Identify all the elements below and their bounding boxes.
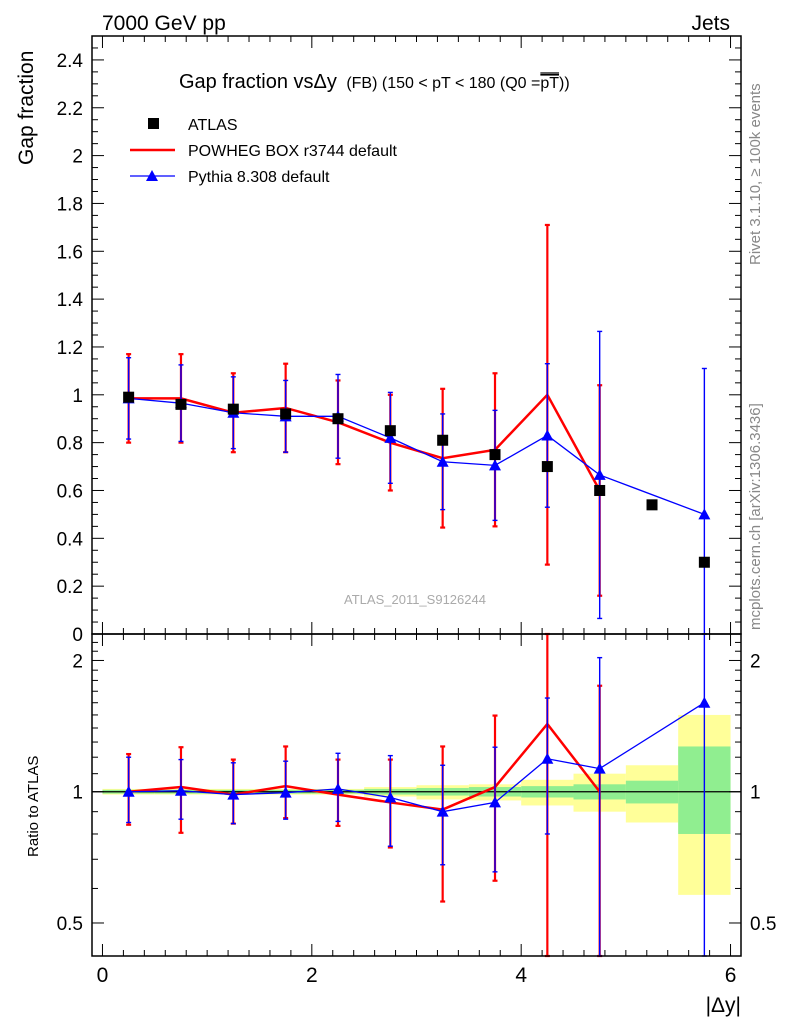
y-tick-label-main: 2 [72,147,83,168]
chart-title: Gap fraction vsΔy (FB) (150 < pT < 180 (… [179,71,570,93]
y-tick-label-main: 0.4 [57,529,84,550]
atlas-point [594,485,605,496]
atlas-point [332,413,343,424]
header-left-label: 7000 GeV pp [102,12,226,35]
x-tick-label: 0 [97,964,109,987]
y-tick-label-ratio-left: 1 [72,783,83,804]
y-tick-label-main: 1.4 [57,290,84,311]
y-tick-label-main: 1.6 [57,242,83,263]
mcplots-label: mcplots.cern.ch [arXiv:1306.3436] [747,403,764,630]
legend-label-powheg: POWHEG BOX r3744 default [188,143,398,160]
atlas-point [437,435,448,446]
y-tick-label-ratio-right: 2 [750,651,761,672]
atlas-point [175,399,186,410]
y-tick-label-main: 0 [72,625,83,646]
y-tick-label-main: 1.8 [57,194,83,215]
atlas-point [280,408,291,419]
chart-title-close: )) [559,75,570,92]
y-axis-label-main: Gap fraction [15,51,38,165]
header-right-label: Jets [691,12,730,35]
y-tick-label-ratio-right: 0.5 [750,914,776,935]
chart-title-overlined: pT [540,75,559,92]
atlas-point [699,557,710,568]
x-tick-label: 2 [306,964,318,987]
x-axis-label: |Δy| [706,994,741,1017]
chart-title-main: Gap fraction vsΔy [179,71,337,93]
atlas-point [228,404,239,415]
y-tick-label-ratio-left: 0.5 [57,914,83,935]
atlas-point [490,449,501,460]
y-tick-label-main: 2.4 [57,51,84,72]
legend-marker-atlas [148,118,159,129]
y-tick-label-main: 1.2 [57,338,83,359]
y-tick-label-main: 0.2 [57,577,83,598]
y-tick-label-main: 2.2 [57,99,83,120]
atlas-point [647,499,658,510]
rivet-version-label: Rivet 3.1.10, ≥ 100k events [747,83,764,265]
y-axis-label-ratio: Ratio to ATLAS [25,756,42,857]
y-tick-label-ratio-right: 1 [750,783,761,804]
y-tick-label-main: 0.8 [57,434,83,455]
y-tick-label-ratio-left: 2 [72,651,83,672]
x-tick-label: 6 [725,964,737,987]
legend-label-pythia: Pythia 8.308 default [188,169,330,186]
legend-label-atlas: ATLAS [188,117,238,134]
x-tick-label: 4 [515,964,527,987]
y-tick-label-main: 1 [72,386,83,407]
atlas-point [123,392,134,403]
gap-fraction-chart: 7000 GeV pp Jets Rivet 3.1.10, ≥ 100k ev… [0,0,786,1024]
atlas-point [542,461,553,472]
chart-title-rest: (FB) (150 < pT < 180 (Q0 = [346,75,540,92]
y-tick-label-main: 0.6 [57,481,83,502]
atlas-point [385,425,396,436]
analysis-label: ATLAS_2011_S9126244 [344,592,486,607]
